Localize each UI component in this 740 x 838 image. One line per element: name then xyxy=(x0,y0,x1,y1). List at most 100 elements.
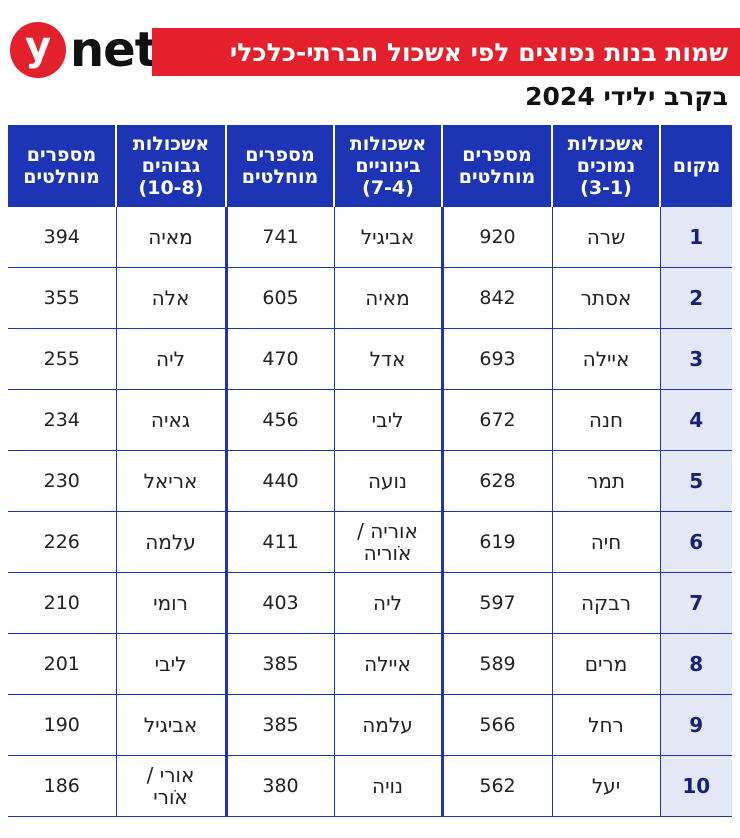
mid-name-cell: אוריה / אֹוריה xyxy=(333,511,442,573)
table-body: 1 שרה 920 אביגיל 741 מאיה 394 2 אסתר 842 מאיה 605 אל… xyxy=(8,207,732,817)
high-count-cell: 226 xyxy=(8,511,116,573)
table-row: 1 שרה 920 אביגיל 741 מאיה 394 xyxy=(8,207,732,268)
low-count-cell: 566 xyxy=(440,694,552,756)
header-rank: מקום xyxy=(659,125,732,207)
low-count-cell: 693 xyxy=(440,328,552,390)
low-count-cell: 628 xyxy=(440,450,552,512)
high-name-cell: אביגיל xyxy=(115,694,226,756)
table-header-row: מקום אשכולות נמוכים (3-1) מספרים מוחלטים אשכול… xyxy=(8,125,732,207)
table-row: 6 חיה 619 אוריה / אֹוריה 411 עלמה 226 xyxy=(8,511,732,573)
mid-count-cell: 470 xyxy=(224,328,334,390)
high-name-cell: אלה xyxy=(115,267,226,329)
high-name-cell: ליבי xyxy=(115,633,226,695)
high-name-cell: רומי xyxy=(115,572,226,634)
header-low-name: אשכולות נמוכים (3-1) xyxy=(551,125,660,207)
header-line: אשכולות xyxy=(132,133,210,155)
mid-name-cell: אביגיל xyxy=(333,207,442,268)
low-name-cell: אסתר xyxy=(551,267,660,329)
header-high-count: מספרים מוחלטים xyxy=(8,125,116,207)
low-name-cell: רחל xyxy=(551,694,660,756)
rank-cell: 2 xyxy=(659,267,732,329)
table-row: 9 רחל 566 עלמה 385 אביגיל 190 xyxy=(8,694,732,756)
rank-cell: 3 xyxy=(659,328,732,390)
high-name-cell: אורי / אֹורי xyxy=(115,755,226,817)
low-name-cell: רבקה xyxy=(551,572,660,634)
rank-cell: 4 xyxy=(659,389,732,451)
mid-name-cell: מאיה xyxy=(333,267,442,329)
mid-name-cell: נויה xyxy=(333,755,442,817)
low-count-cell: 842 xyxy=(440,267,552,329)
header-mid-name: אשכולות בינוניים (7-4) xyxy=(333,125,442,207)
rank-cell: 8 xyxy=(659,633,732,695)
header-line: בינוניים xyxy=(355,155,421,177)
mid-count-cell: 741 xyxy=(224,207,334,268)
header-line: גבוהים xyxy=(141,155,201,177)
low-count-cell: 672 xyxy=(440,389,552,451)
mid-name-cell: ליה xyxy=(333,572,442,634)
mid-count-cell: 403 xyxy=(224,572,334,634)
table-row: 3 איילה 693 אדל 470 ליה 255 xyxy=(8,328,732,390)
high-name-cell: מאיה xyxy=(115,207,226,268)
low-name-cell: חנה xyxy=(551,389,660,451)
mid-count-cell: 605 xyxy=(224,267,334,329)
rank-cell: 1 xyxy=(659,207,732,268)
mid-name-cell: אדל xyxy=(333,328,442,390)
table-row: 5 תמר 628 נועה 440 אריאל 230 xyxy=(8,450,732,512)
header-line: מספרים xyxy=(26,144,97,166)
table-row: 10 יעל 562 נויה 380 אורי / אֹורי 186 xyxy=(8,755,732,817)
high-name-cell: אריאל xyxy=(115,450,226,512)
low-name-cell: מרים xyxy=(551,633,660,695)
mid-count-cell: 456 xyxy=(224,389,334,451)
low-name-cell: תמר xyxy=(551,450,660,512)
mid-count-cell: 440 xyxy=(224,450,334,512)
chart-title: שמות בנות נפוצים לפי אשכול חברתי-כלכלי xyxy=(152,28,740,76)
header-line: מספרים xyxy=(245,144,315,166)
logo-mark: y xyxy=(10,22,66,78)
low-count-cell: 589 xyxy=(440,633,552,695)
high-count-cell: 355 xyxy=(8,267,116,329)
header-low-count: מספרים מוחלטים xyxy=(441,125,552,207)
header-line: מוחלטים xyxy=(241,166,319,188)
mid-count-cell: 380 xyxy=(224,755,334,817)
high-count-cell: 186 xyxy=(8,755,116,817)
mid-count-cell: 411 xyxy=(224,511,334,573)
high-name-cell: עלמה xyxy=(115,511,226,573)
rank-cell: 9 xyxy=(659,694,732,756)
high-count-cell: 255 xyxy=(8,328,116,390)
ynet-logo: y net xyxy=(10,22,158,78)
low-count-cell: 920 xyxy=(440,207,552,268)
header-line: מספרים xyxy=(462,144,532,166)
low-count-cell: 597 xyxy=(440,572,552,634)
mid-name-cell: ליבי xyxy=(333,389,442,451)
logo-text: net xyxy=(70,22,158,78)
high-count-cell: 394 xyxy=(8,207,116,268)
mid-count-cell: 385 xyxy=(224,694,334,756)
low-name-cell: חיה xyxy=(551,511,660,573)
low-count-cell: 562 xyxy=(440,755,552,817)
rank-cell: 5 xyxy=(659,450,732,512)
header-line: נמוכים xyxy=(576,155,636,177)
header-line: אשכולות xyxy=(567,133,645,155)
header: y net שמות בנות נפוצים לפי אשכול חברתי-כ… xyxy=(0,0,740,118)
header-line: (3-1) xyxy=(580,177,632,199)
high-count-cell: 230 xyxy=(8,450,116,512)
low-name-cell: איילה xyxy=(551,328,660,390)
header-line: (10-8) xyxy=(138,177,204,199)
high-count-cell: 190 xyxy=(8,694,116,756)
low-name-cell: יעל xyxy=(551,755,660,817)
rank-cell: 7 xyxy=(659,572,732,634)
header-line: מוחלטים xyxy=(458,166,536,188)
mid-name-cell: נועה xyxy=(333,450,442,512)
mid-name-cell: איילה xyxy=(333,633,442,695)
high-name-cell: גאיה xyxy=(115,389,226,451)
mid-count-cell: 385 xyxy=(224,633,334,695)
high-name-cell: ליה xyxy=(115,328,226,390)
high-count-cell: 234 xyxy=(8,389,116,451)
rank-cell: 6 xyxy=(659,511,732,573)
mid-name-cell: עלמה xyxy=(333,694,442,756)
table-row: 2 אסתר 842 מאיה 605 אלה 355 xyxy=(8,267,732,329)
low-name-cell: שרה xyxy=(551,207,660,268)
table-row: 8 מרים 589 איילה 385 ליבי 201 xyxy=(8,633,732,695)
table-row: 7 רבקה 597 ליה 403 רומי 210 xyxy=(8,572,732,634)
rank-cell: 10 xyxy=(659,755,732,817)
